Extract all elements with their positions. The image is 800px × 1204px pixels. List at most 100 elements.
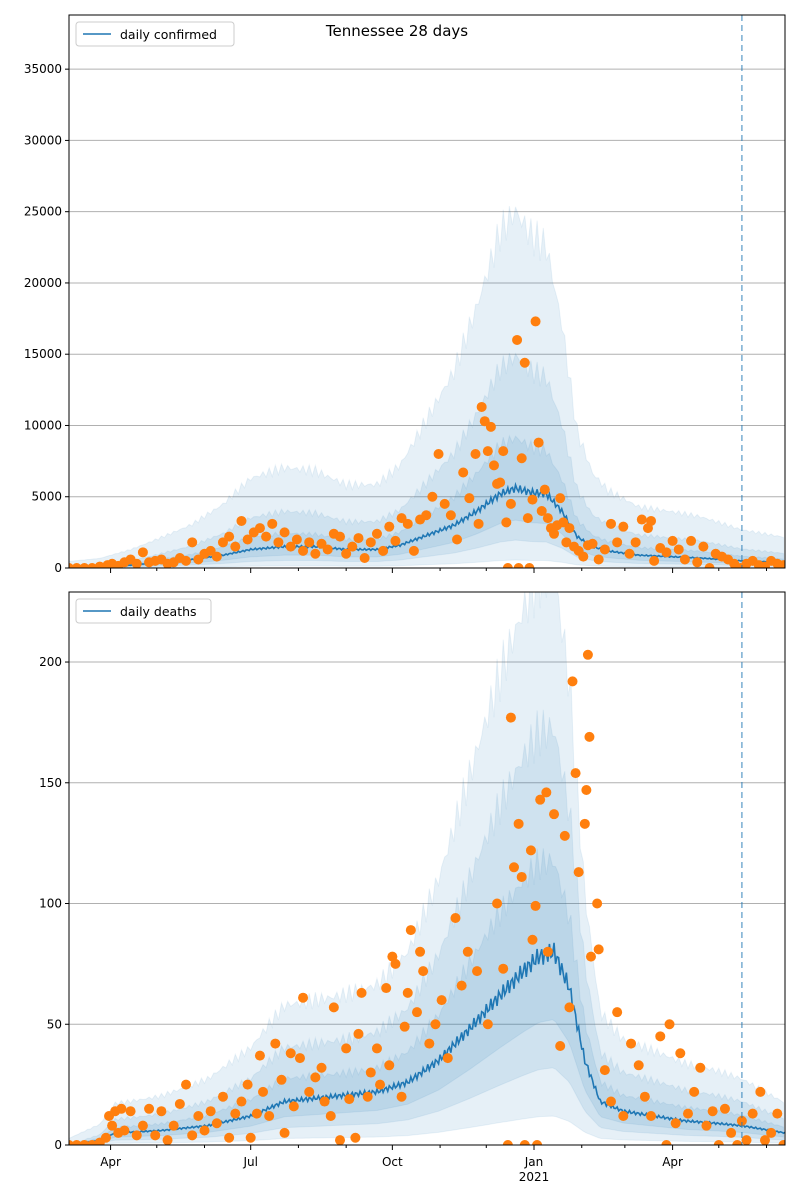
observed-point	[236, 515, 247, 526]
legend-label: daily deaths	[120, 604, 197, 619]
observed-point	[505, 498, 516, 509]
observed-point	[567, 676, 578, 687]
mean-line	[69, 942, 785, 1145]
observed-point	[646, 515, 657, 526]
observed-point	[402, 987, 413, 998]
observed-point	[162, 1135, 173, 1145]
observed-point	[181, 555, 192, 566]
observed-point	[242, 1079, 253, 1090]
observed-point	[516, 453, 527, 464]
observed-point	[689, 1086, 700, 1097]
legend: daily confirmed	[75, 21, 235, 47]
observed-point	[726, 1127, 737, 1138]
observed-point	[245, 1132, 256, 1143]
y-tick-label: 200	[39, 655, 62, 669]
observed-point	[624, 548, 635, 559]
observed-point	[667, 535, 678, 546]
observed-point	[405, 925, 416, 936]
observed-point	[549, 809, 560, 820]
observed-point	[713, 1140, 724, 1145]
x-tick-label: Apr	[100, 1155, 121, 1169]
observed-point	[408, 545, 419, 556]
observed-point	[505, 712, 516, 723]
observed-point	[772, 1108, 783, 1119]
observed-point	[692, 557, 703, 568]
observed-point	[533, 437, 544, 448]
observed-point	[570, 768, 581, 779]
observed-point	[199, 1125, 210, 1136]
observed-point	[411, 1007, 422, 1018]
observed-point	[356, 987, 367, 998]
observed-point	[522, 513, 533, 524]
observed-point	[573, 867, 584, 878]
observed-point	[778, 560, 785, 568]
observed-point	[686, 535, 697, 546]
observed-point	[612, 1007, 623, 1018]
observed-point	[456, 980, 467, 991]
observed-point	[592, 898, 603, 909]
observed-point	[488, 460, 499, 471]
observed-point	[137, 547, 148, 558]
observed-point	[747, 1108, 758, 1119]
observed-point	[439, 498, 450, 509]
observed-point	[698, 541, 709, 552]
observed-point	[279, 527, 290, 538]
observed-point	[424, 1038, 435, 1049]
observed-point	[181, 1079, 192, 1090]
observed-point	[530, 316, 541, 327]
observed-point	[639, 1091, 650, 1102]
y-tick-label: 15000	[24, 347, 62, 361]
legend-box	[75, 598, 212, 624]
observed-point	[258, 1086, 269, 1097]
observed-point	[462, 946, 473, 957]
legend-box	[75, 21, 235, 47]
x-tick-label: Oct	[382, 1155, 403, 1169]
observed-point	[472, 966, 483, 977]
observed-point	[193, 1111, 204, 1122]
observed-point	[107, 1120, 118, 1131]
observed-point	[71, 563, 82, 568]
observed-point	[606, 518, 617, 529]
y-tick-label: 0	[54, 561, 62, 575]
y-tick-label: 20000	[24, 276, 62, 290]
observed-point	[371, 528, 382, 539]
observed-point	[442, 1053, 453, 1064]
observed-point	[593, 944, 604, 955]
plot-area	[69, 592, 785, 1145]
observed-point	[736, 1115, 747, 1126]
observed-point	[144, 1103, 155, 1114]
observed-point	[585, 951, 596, 962]
observed-point	[264, 1111, 275, 1122]
observed-point	[579, 818, 590, 829]
observed-point	[298, 992, 309, 1003]
observed-point	[673, 544, 684, 555]
observed-point	[390, 535, 401, 546]
observed-point	[542, 946, 553, 957]
observed-point	[778, 1140, 785, 1145]
observed-point	[582, 649, 593, 660]
observed-point	[384, 1060, 395, 1071]
observed-point	[527, 934, 538, 945]
observed-point	[670, 1118, 681, 1129]
observed-point	[606, 1096, 617, 1107]
observed-point	[664, 1019, 675, 1030]
observed-point	[230, 1108, 241, 1119]
y-tick-label: 35000	[24, 62, 62, 76]
observed-point	[242, 534, 253, 545]
observed-point	[319, 1096, 330, 1107]
observed-point	[719, 1103, 730, 1114]
observed-point	[675, 1048, 686, 1059]
observed-point	[236, 1096, 247, 1107]
observed-point	[502, 563, 513, 568]
observed-point	[137, 1120, 148, 1131]
observed-point	[564, 523, 575, 534]
observed-point	[87, 1140, 98, 1145]
axes-frame	[68, 591, 786, 1146]
observed-point	[482, 446, 493, 457]
x-tick-label: Jul	[242, 1155, 257, 1169]
observed-point	[270, 1038, 281, 1049]
axes-frame	[68, 14, 786, 569]
observed-point	[626, 1038, 637, 1049]
observed-point	[530, 900, 541, 911]
